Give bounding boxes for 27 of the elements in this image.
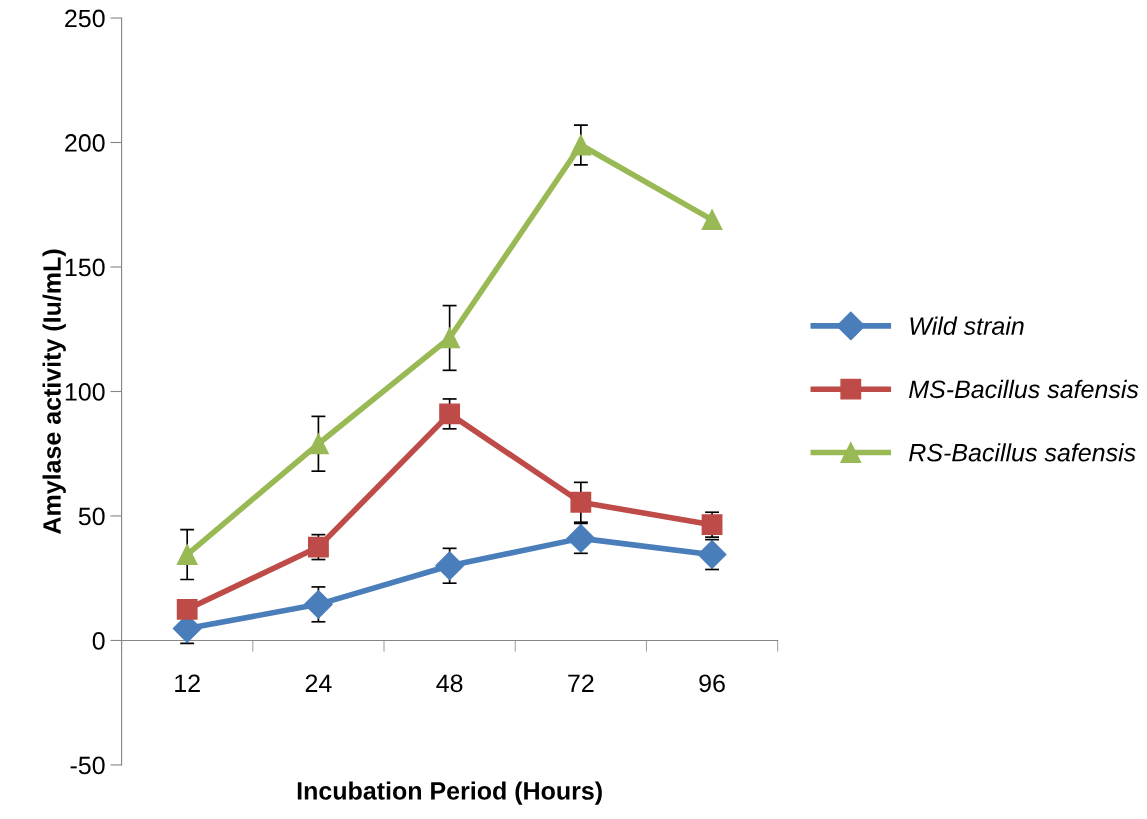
point [303,589,333,619]
y-tick-label: 0 [92,632,105,650]
y-tick-label: 200 [65,134,105,152]
point [176,598,198,620]
point [701,209,723,231]
point [307,433,329,455]
point [439,403,461,425]
y-tick-label: 100 [65,383,105,401]
point [176,544,198,565]
x-tick-label: 48 [436,674,463,693]
legend-label: MS-Bacillus safensis [909,379,1139,399]
y-tick-label: 150 [65,258,105,277]
y-tick-label: 250 [65,9,105,28]
legend-label: Wild strain [910,316,1024,335]
x-tick-label: 96 [699,674,725,693]
point [570,491,592,513]
legend-label: RS-Bacillus safensis [909,443,1136,462]
point [570,134,592,156]
x-tick-label: 72 [568,674,594,692]
y-tick-label: -50 [70,756,105,775]
x-axis-title: Incubation Period (Hours) [297,781,602,805]
y-tick-label: 50 [78,507,105,526]
y-axis-title: Amylase activity (Iu/mL) [42,249,66,534]
x-tick-label: 12 [175,674,200,692]
point [435,551,465,581]
point [439,327,461,349]
x-tick-label: 24 [305,674,332,692]
